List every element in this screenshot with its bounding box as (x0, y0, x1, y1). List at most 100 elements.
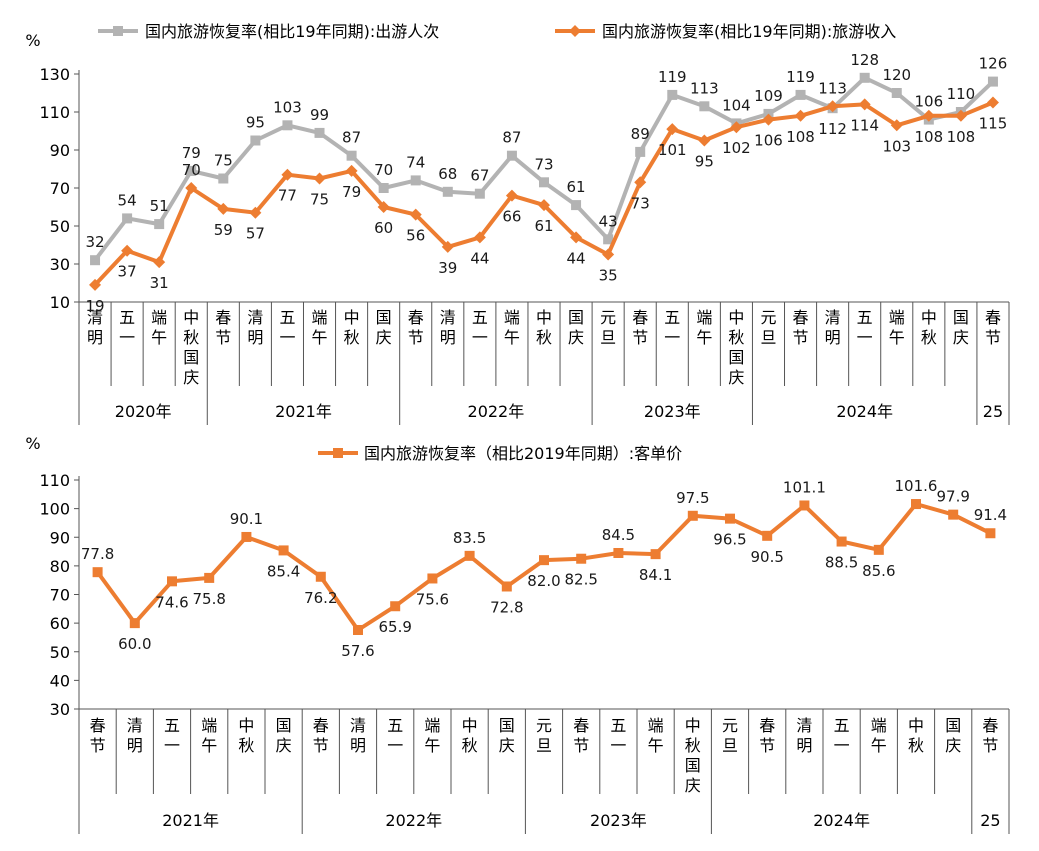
data-point (217, 202, 230, 215)
data-label: 110 (947, 85, 976, 103)
data-label: 128 (850, 51, 879, 69)
data-label: 74 (406, 153, 425, 171)
x-tick-label: 端午 (424, 716, 440, 755)
data-label: 99 (310, 106, 329, 124)
data-label: 77.8 (81, 545, 114, 563)
data-label: 85.4 (267, 562, 300, 580)
year-label: 25 (983, 402, 1003, 421)
data-label: 95 (695, 153, 714, 171)
data-label: 76.2 (304, 589, 337, 607)
data-label: 115 (979, 115, 1008, 133)
y-tick-label: 110 (39, 471, 70, 490)
data-point (313, 172, 326, 185)
data-label: 37 (118, 263, 137, 281)
data-label: 82.5 (564, 571, 597, 589)
y-tick-label: 80 (50, 557, 70, 576)
data-point (858, 98, 871, 111)
data-point (799, 500, 810, 511)
data-point (699, 101, 710, 112)
x-tick-label: 中秋 (462, 716, 478, 755)
year-label: 2021年 (162, 811, 219, 830)
y-tick-label: 50 (50, 643, 70, 662)
data-point (409, 208, 422, 221)
data-point (167, 576, 177, 587)
data-point (278, 545, 289, 556)
x-tick-label: 元旦 (760, 308, 776, 347)
x-tick-label: 国庆 (499, 716, 515, 755)
x-tick-label: 国庆 (945, 716, 961, 755)
data-point (90, 255, 101, 266)
data-label: 90.1 (230, 510, 263, 528)
data-point (441, 240, 454, 253)
x-tick-label: 清明 (247, 308, 263, 347)
data-point (987, 76, 998, 87)
data-label: 44 (567, 249, 586, 267)
data-label: 70 (182, 161, 201, 179)
data-label: 51 (150, 197, 169, 215)
x-tick-label: 国庆 (953, 308, 969, 347)
data-label: 102 (722, 139, 751, 157)
data-label: 120 (882, 66, 911, 84)
data-point (922, 109, 935, 122)
legend-item: 国内旅游恢复率(相比19年同期):旅游收入 (555, 22, 896, 41)
data-label: 39 (438, 259, 457, 277)
data-label: 56 (406, 227, 425, 245)
x-tick-label: 春节 (313, 716, 329, 755)
data-label: 119 (658, 68, 687, 86)
legend-marker (569, 25, 581, 37)
x-tick-label: 中秋 (921, 308, 937, 347)
y-tick-label: 70 (50, 179, 70, 198)
x-tick-label: 端午 (312, 308, 328, 347)
data-label: 84.1 (639, 566, 672, 584)
data-label: 70 (374, 161, 393, 179)
x-tick-label: 端午 (871, 716, 887, 755)
data-label: 89 (631, 125, 650, 143)
data-point (314, 127, 325, 138)
y-tick-label: 130 (39, 65, 70, 84)
data-point (204, 572, 215, 583)
data-label: 57 (246, 225, 265, 243)
data-label: 103 (273, 98, 302, 116)
data-point (603, 234, 614, 245)
data-point (218, 173, 229, 184)
data-label: 106 (754, 132, 783, 150)
data-point (474, 188, 485, 199)
data-point (121, 244, 134, 257)
x-tick-label: 中秋国庆 (728, 308, 744, 387)
data-point (570, 231, 583, 244)
y-tick-label: 90 (50, 528, 70, 547)
data-label: 112 (818, 120, 847, 138)
data-point (762, 530, 773, 541)
y-tick-label: 30 (50, 255, 70, 274)
x-tick-label: 中秋 (536, 308, 552, 347)
data-point (911, 499, 921, 510)
data-label: 97.5 (676, 489, 709, 507)
data-label: 60.0 (118, 635, 151, 653)
year-label: 25 (980, 811, 1000, 830)
data-label: 126 (979, 55, 1008, 73)
year-label: 2024年 (813, 811, 870, 830)
data-point (281, 168, 294, 181)
data-label: 114 (850, 116, 879, 134)
data-label: 119 (786, 68, 815, 86)
x-tick-label: 清明 (440, 308, 456, 347)
y-tick-label: 70 (50, 586, 70, 605)
y-unit-label: % (25, 31, 40, 50)
data-label: 59 (214, 221, 233, 239)
data-point (687, 510, 698, 521)
x-tick-label: 端午 (201, 716, 217, 755)
x-tick-label: 五一 (472, 308, 488, 347)
data-point (954, 109, 967, 122)
data-point (377, 201, 390, 213)
series-1: 32 54 51 79 75 95 103 99 87 70 74 68 67 87 73 61 43 89 119… (85, 51, 1008, 266)
data-label: 66 (502, 208, 521, 226)
data-point (464, 550, 475, 561)
data-label: 67 (470, 167, 489, 185)
year-label: 2021年 (275, 402, 332, 421)
data-point (185, 182, 198, 194)
data-point (948, 509, 959, 520)
x-tick-label: 清明 (127, 716, 143, 755)
data-label: 75 (214, 152, 233, 170)
x-tick-label: 春节 (90, 716, 106, 755)
data-label: 75.8 (192, 590, 225, 608)
